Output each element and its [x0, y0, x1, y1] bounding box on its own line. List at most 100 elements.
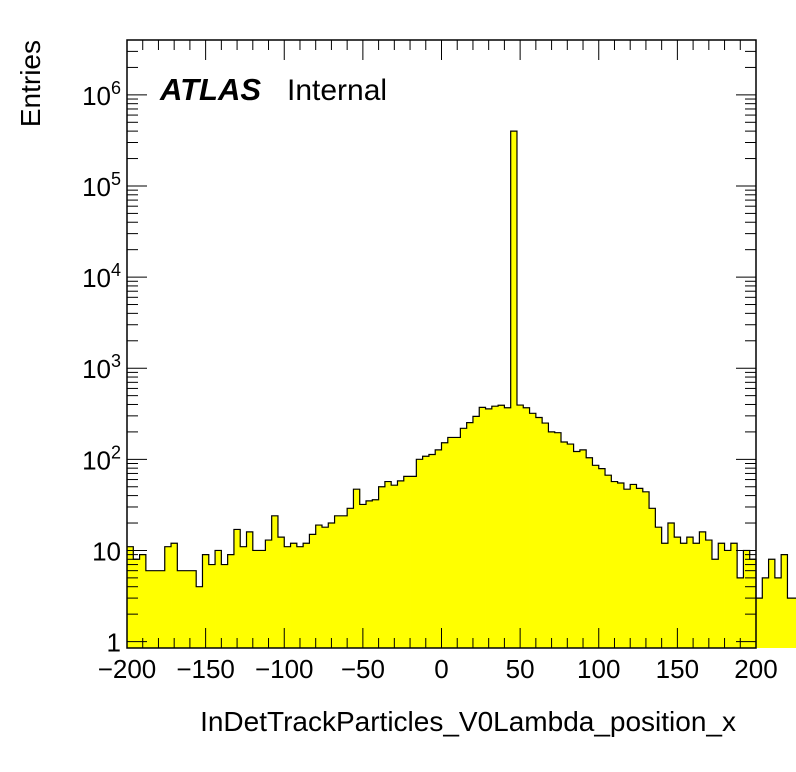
histogram-bin: [353, 489, 361, 648]
histogram-bin: [491, 406, 499, 648]
histogram-bin: [372, 499, 379, 648]
histogram-bin: [435, 449, 442, 648]
histogram-bin: [642, 491, 650, 648]
histogram-bin: [535, 417, 543, 648]
histogram-bin: [403, 476, 411, 648]
histogram-bin: [145, 570, 153, 648]
histogram-bin: [183, 570, 191, 648]
histogram-bin: [196, 586, 203, 648]
histogram-bin: [655, 527, 663, 648]
histogram-bin: [649, 508, 656, 648]
histogram-bin: [743, 550, 751, 648]
histogram-bin: [554, 432, 562, 648]
histogram-bin: [366, 500, 373, 648]
histogram-bin: [548, 431, 556, 648]
histogram-bin: [592, 465, 600, 648]
histogram-bin: [787, 598, 795, 648]
histogram-bin: [623, 489, 631, 648]
atlas-label: ATLAS: [159, 72, 261, 107]
histogram-bin: [686, 537, 694, 648]
x-tick-label: 150: [656, 654, 699, 684]
histogram-bin: [347, 508, 354, 648]
histogram-bin: [705, 540, 713, 648]
histogram-bin: [724, 550, 732, 648]
histogram-bin: [718, 543, 725, 648]
histogram-bin: [793, 598, 796, 648]
histogram-bin: [171, 543, 178, 648]
histogram-bin: [523, 407, 530, 648]
histogram-bin: [504, 407, 512, 648]
histogram-bin: [498, 405, 505, 648]
y-tick-labels: 1 10 102 103 104 105 106: [82, 78, 121, 658]
histogram-bin: [378, 486, 386, 648]
histogram-bin: [422, 456, 430, 648]
histogram-bin: [472, 416, 480, 648]
histogram-bin: [674, 537, 681, 648]
histogram-bin: [428, 454, 436, 648]
histogram-bin: [479, 407, 486, 648]
histogram-bin: [630, 484, 637, 648]
histogram-bin: [636, 488, 644, 648]
x-tick-label: −200: [98, 654, 157, 684]
histogram-bin: [177, 570, 185, 648]
y-tick-label: 103: [82, 351, 121, 384]
histogram-bin: [202, 554, 210, 648]
histogram-bin: [762, 577, 769, 648]
y-tick-label: 105: [82, 169, 121, 202]
plot-frame: [126, 39, 757, 649]
y-tick-label: 1: [107, 628, 121, 658]
histogram-bin: [189, 570, 197, 648]
histogram-bin: [661, 543, 669, 648]
status-label: Internal: [287, 74, 387, 107]
histogram-outline: [127, 130, 796, 599]
histogram-bin: [321, 527, 329, 648]
x-tick-label: 100: [577, 654, 620, 684]
histogram-bin: [303, 543, 310, 648]
histogram-bin: [259, 550, 266, 648]
histogram-bin: [611, 481, 619, 648]
histogram-bin: [309, 534, 317, 648]
histogram-bin: [397, 480, 405, 648]
histogram-bin: [391, 485, 398, 648]
histogram-bin: [416, 459, 424, 648]
y-tick-label: 10: [92, 536, 121, 566]
histogram-bin: [711, 559, 719, 648]
histogram-bin: [567, 444, 574, 648]
histogram-bin: [284, 546, 291, 648]
histogram-bin: [542, 423, 549, 648]
histogram-bin: [208, 564, 216, 648]
histogram-bin: [252, 550, 260, 648]
x-tick-label: 200: [734, 654, 777, 684]
histogram-bin: [756, 598, 763, 648]
histogram-bin: [667, 523, 675, 648]
histogram-bin: [561, 441, 568, 648]
histogram-bin: [605, 475, 612, 648]
x-tick-label: −100: [255, 654, 314, 684]
histogram-bin: [730, 543, 738, 648]
histogram-bin: [454, 437, 461, 648]
histogram-bin: [441, 442, 449, 648]
histogram-bin: [277, 537, 285, 648]
histogram-bin: [699, 531, 707, 648]
histogram-bin: [271, 515, 279, 648]
histogram-bin: [529, 413, 537, 648]
histogram-bin: [573, 451, 581, 648]
histogram-bin: [516, 405, 524, 648]
histogram-bin: [781, 554, 788, 648]
histogram-bin: [227, 554, 235, 648]
histogram-bin: [164, 546, 172, 648]
histogram-bins: [127, 131, 796, 648]
histogram-bin: [133, 559, 140, 648]
histogram-bin: [586, 457, 593, 648]
histogram-bin: [240, 546, 247, 648]
histogram-bin: [384, 481, 392, 648]
x-tick-label: 50: [506, 654, 535, 684]
histogram-bin: [598, 468, 606, 648]
x-tick-label: −150: [176, 654, 235, 684]
histogram-bin: [447, 437, 455, 648]
histogram-bin: [158, 570, 166, 648]
axis-ticks: [126, 39, 757, 648]
x-tick-label: −50: [341, 654, 385, 684]
histogram-bin: [768, 559, 776, 648]
histogram-bin: [749, 559, 757, 648]
